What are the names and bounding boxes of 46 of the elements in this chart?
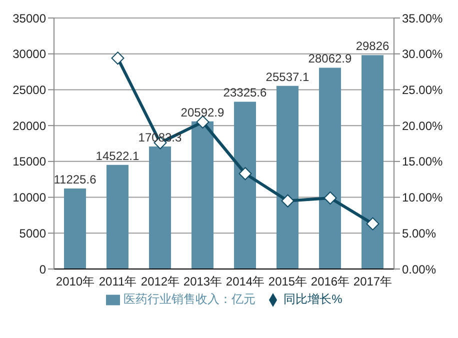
- y-tick-label: 35000: [12, 11, 46, 26]
- legend-label: 医药行业销售收入：亿元: [124, 292, 256, 306]
- y-tick-label: 10000: [12, 190, 46, 205]
- bar: [319, 68, 341, 269]
- y2-tick-label: 0.00%: [402, 262, 436, 276]
- y-tick-label: 30000: [12, 47, 46, 62]
- y2-tick-label: 5.00%: [402, 226, 436, 240]
- data-label: 14522.1: [96, 148, 140, 163]
- x-tick-label: 2017年: [353, 274, 392, 289]
- y-tick-label: 20000: [12, 118, 46, 133]
- y2-tick-label: 30.00%: [402, 47, 444, 62]
- bar: [234, 102, 256, 269]
- bar: [149, 146, 171, 269]
- data-label: 25537.1: [266, 70, 310, 84]
- y-tick-label: 0: [39, 262, 46, 276]
- point: [111, 52, 124, 65]
- x-tick-label: 2011年: [98, 274, 137, 289]
- point: [281, 194, 294, 208]
- data-label: 11225.6: [54, 172, 97, 186]
- x-tick-label: 2015年: [268, 274, 308, 289]
- y2-tick-label: 20.00%: [402, 118, 444, 133]
- y2-tick-label: 10.00%: [402, 190, 444, 205]
- bar: [106, 164, 128, 269]
- legend-label: 同比增长%: [284, 292, 342, 306]
- y-tick-label: 5000: [19, 226, 46, 240]
- data-label: 20592.9: [180, 105, 225, 120]
- point: [324, 192, 337, 205]
- bar: [362, 55, 384, 269]
- point: [366, 217, 380, 230]
- x-tick-label: 2014年: [226, 274, 265, 289]
- bar: [64, 188, 86, 269]
- y2-tick-label: 15.00%: [402, 154, 444, 169]
- data-label: 23325.6: [223, 86, 268, 100]
- data-label: 29826: [356, 39, 390, 54]
- x-tick-label: 2012年: [140, 274, 180, 289]
- bar: [192, 121, 214, 269]
- y2-tick-label: 35.00%: [402, 11, 444, 26]
- x-tick-label: 2010年: [56, 274, 95, 289]
- y-tick-label: 25000: [12, 82, 46, 97]
- bar: [276, 86, 298, 269]
- y-tick-label: 15000: [12, 154, 46, 169]
- y2-tick-label: 25.00%: [402, 82, 444, 97]
- data-label: 28062.9: [308, 52, 352, 66]
- x-tick-label: 2013年: [183, 274, 222, 289]
- x-tick-label: 2016年: [310, 274, 350, 289]
- point: [238, 167, 252, 180]
